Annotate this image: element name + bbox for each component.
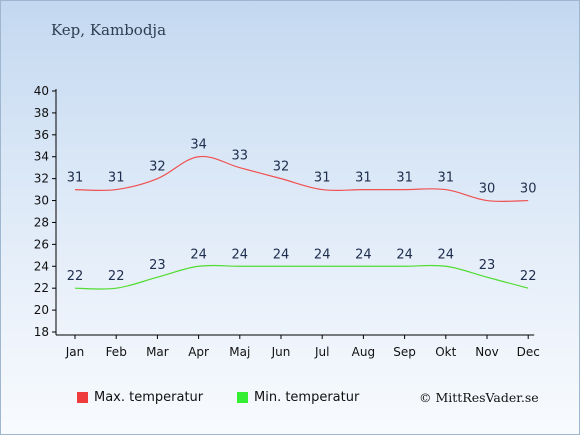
y-tick-label: 24 (34, 259, 49, 273)
data-label-max: 31 (108, 171, 125, 186)
data-label-max: 31 (67, 171, 84, 186)
x-tick-label: Maj (229, 345, 250, 359)
legend-swatch-max (77, 392, 88, 403)
data-label-min: 24 (355, 247, 372, 262)
legend-item-min: Min. temperatur (237, 390, 359, 405)
data-label-min: 22 (108, 269, 125, 284)
legend-label-min: Min. temperatur (254, 390, 360, 405)
x-tick-label: Feb (106, 345, 127, 359)
x-tick-label: Mar (146, 345, 169, 359)
y-tick-label: 20 (34, 303, 49, 317)
legend-item-max: Max. temperatur (77, 390, 203, 405)
legend-label-max: Max. temperatur (94, 390, 204, 405)
y-tick-label: 34 (34, 150, 49, 164)
copyright-text: © MittResVader.se (419, 390, 539, 405)
data-label-max: 32 (149, 160, 166, 175)
y-tick-label: 32 (34, 172, 49, 186)
data-label-min: 22 (67, 269, 84, 284)
x-tick-label: Jun (271, 345, 291, 359)
data-label-min: 22 (520, 269, 537, 284)
data-label-max: 34 (190, 138, 207, 153)
data-label-min: 23 (479, 258, 496, 273)
data-label-min: 23 (149, 258, 166, 273)
data-label-max: 33 (232, 149, 249, 164)
y-tick-label: 18 (34, 325, 49, 339)
data-label-min: 24 (314, 247, 331, 262)
y-tick-label: 30 (34, 194, 49, 208)
series-line-min (74, 264, 529, 290)
data-label-max: 31 (314, 171, 331, 186)
y-tick-label: 28 (34, 215, 49, 229)
x-tick-label: Nov (475, 345, 498, 359)
y-tick-label: 36 (34, 128, 49, 142)
legend-swatch-min (237, 392, 248, 403)
x-tick-label: Okt (435, 345, 456, 359)
data-label-max: 31 (438, 171, 455, 186)
x-tick-label: Jan (65, 345, 85, 359)
data-label-max: 30 (479, 182, 496, 197)
data-label-min: 24 (438, 247, 455, 262)
x-tick-label: Sep (393, 345, 416, 359)
chart-title: Kep, Kambodja (51, 21, 167, 39)
y-tick-label: 40 (34, 84, 49, 98)
y-tick-label: 38 (34, 106, 49, 120)
y-tick-label: 26 (34, 237, 49, 251)
data-label-min: 24 (232, 247, 249, 262)
data-label-min: 24 (190, 247, 207, 262)
data-label-min: 24 (396, 247, 413, 262)
series-line-max (74, 155, 529, 203)
y-tick-label: 22 (34, 281, 49, 295)
data-label-min: 24 (273, 247, 290, 262)
data-label-max: 31 (396, 171, 413, 186)
data-label-max: 31 (355, 171, 372, 186)
data-label-max: 32 (273, 160, 290, 175)
x-tick-label: Jul (314, 345, 329, 359)
x-tick-label: Dec (517, 345, 540, 359)
x-tick-label: Aug (352, 345, 375, 359)
x-tick-label: Apr (188, 345, 209, 359)
data-label-max: 30 (520, 182, 537, 197)
